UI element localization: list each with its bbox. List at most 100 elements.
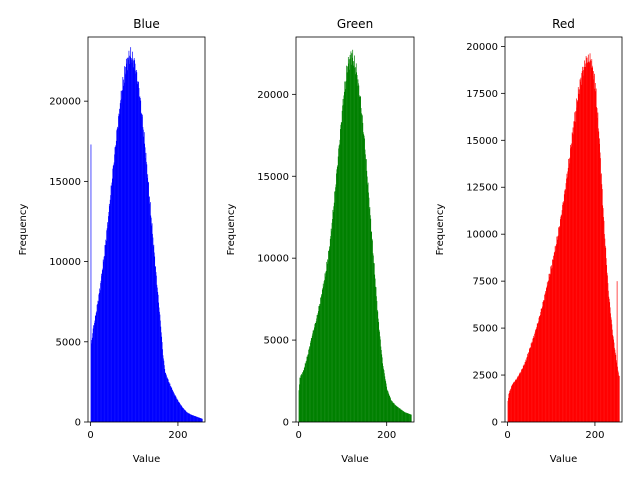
red-bar [573,121,575,422]
blue-bar [120,90,122,423]
green-bar [319,304,321,422]
green-bar [326,261,328,422]
green-bar [354,55,355,422]
blue-bar [181,406,183,422]
red-bar [564,190,566,422]
red-bar [519,372,521,422]
blue-bar [110,185,112,422]
green-bar [332,209,334,422]
blue-bar [164,373,166,422]
blue-bar [112,168,114,422]
red-bar [546,286,548,422]
red-bar [533,337,535,422]
blue-bar [162,349,163,422]
green-bar [369,207,371,422]
red-bar [511,384,513,422]
green-bar [410,414,411,422]
red-bar [594,88,596,422]
red-bar [602,205,604,422]
red-bar [569,157,571,423]
blue-bar [104,245,106,422]
red-bar [572,133,573,422]
green-bar [401,409,403,422]
blue-bar [157,291,159,422]
blue-bar [168,382,170,422]
red-bar [511,385,513,422]
green-bar [319,303,321,422]
blue-bar [130,47,132,423]
blue-bar [115,140,117,422]
green-bar [403,411,405,422]
blue-bar [98,301,99,422]
red-bar [601,173,602,422]
green-bar [366,176,368,422]
blue-axes-frame [87,36,206,423]
blue-bar [121,98,122,422]
red-bar [577,87,579,422]
green-bar [353,61,354,423]
green-bar [352,49,354,422]
blue-bar [123,82,125,423]
red-bar [569,158,570,422]
blue-bar [129,63,130,422]
blue-bar [143,132,145,423]
red-bar [608,296,610,422]
blue-bar [140,100,142,423]
blue-bar [93,325,95,422]
red-bar [587,62,588,422]
blue-bar [132,59,134,422]
green-bar [337,156,339,422]
green-bar [385,383,387,422]
blue-bar [96,311,97,422]
blue-bar [94,322,95,422]
green-bar [310,342,311,422]
green-bar [373,263,375,422]
blue-bar [193,415,194,422]
green-bar [340,122,342,423]
red-bar [556,236,558,422]
green-bar [397,407,399,422]
green-bar [376,301,378,422]
green-bar [393,403,394,422]
green-bar [311,338,313,422]
red-bar [607,275,608,422]
blue-bar [181,406,183,422]
green-bar [388,392,389,422]
green-bar [303,367,305,422]
red-bar [618,375,620,422]
red-bar [598,143,600,422]
blue-bar [198,417,200,422]
blue-bar [170,387,172,422]
red-bar [593,75,595,422]
red-bar [549,274,551,422]
green-bar [298,390,300,422]
red-bar [593,71,594,422]
red-bar [565,190,566,422]
blue-bar [97,300,99,422]
red-bar [541,308,542,422]
red-bar [512,384,514,422]
red-bar [563,201,565,422]
green-bar [404,412,405,422]
red-bar [528,352,530,422]
blue-bar [164,369,166,422]
green-bar [356,75,358,423]
red-y-tick-label: 15000 [466,136,498,147]
red-bar [547,281,549,422]
green-bar [393,403,395,422]
green-bar [359,95,361,422]
green-bar [314,322,316,422]
red-bar [524,365,525,422]
green-bar [378,329,380,422]
blue-bar [92,328,94,422]
red-bar [544,293,546,422]
red-bar [541,308,543,422]
blue-bar [142,114,143,423]
red-bar [538,321,539,422]
red-bar [595,88,597,423]
red-bar [562,204,563,422]
red-chart-title: Red [552,17,575,31]
green-bar [396,406,398,422]
blue-bar [144,147,146,422]
green-bar [343,104,344,422]
